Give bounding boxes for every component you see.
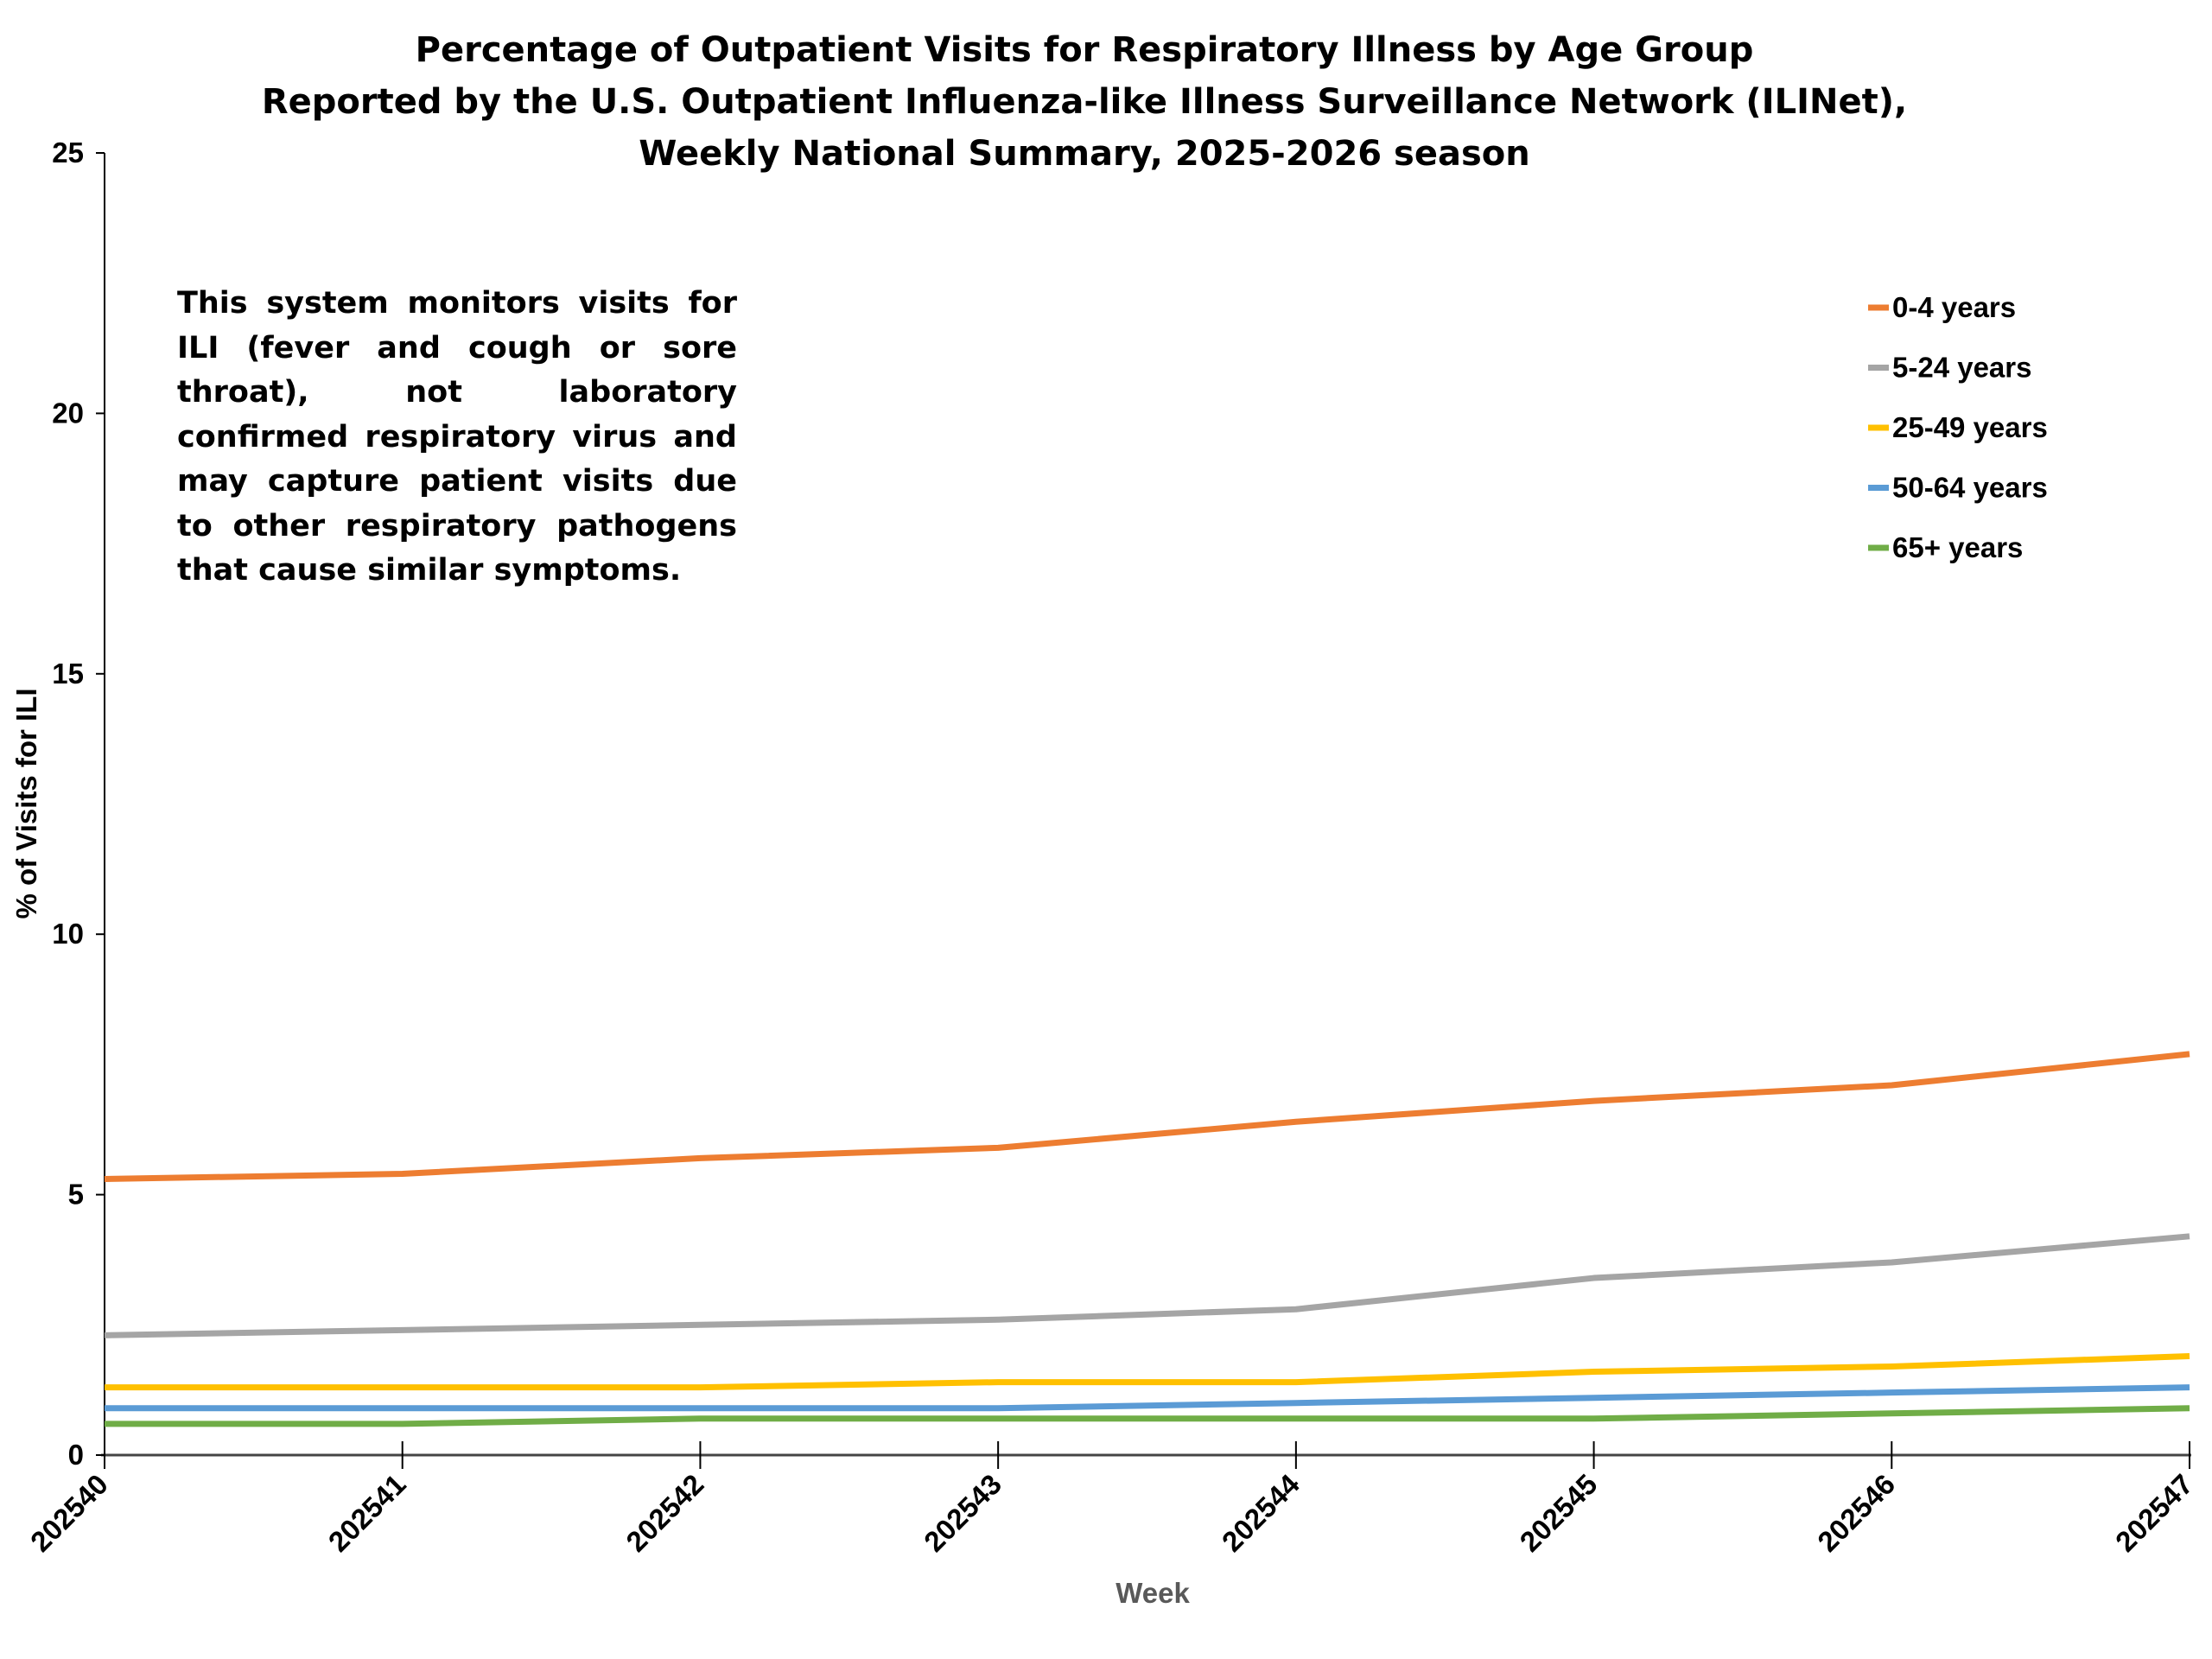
series-line-50-64-years [105,1384,2190,1412]
y-tick-label: 5 [68,1179,84,1211]
series-line-25-49-years [105,1352,2190,1391]
legend-label: 65+ years [1892,531,2023,563]
chart-annotation: This system monitors visits for ILI (fev… [177,286,737,588]
y-tick-label: 10 [52,918,84,950]
x-tick-label: 202540 [24,1468,114,1558]
x-tick-label: 202547 [2109,1468,2199,1558]
series-line-5-24-years [104,1233,2190,1338]
y-tick-label: 15 [52,658,84,690]
y-tick-label: 0 [68,1439,84,1471]
x-tick-label: 202541 [322,1468,412,1558]
legend-label: 0-4 years [1892,291,2016,323]
x-tick-label: 202545 [1513,1468,1603,1558]
series-line-65-years [105,1405,2190,1427]
chart-title: Percentage of Outpatient Visits for Resp… [0,24,2169,180]
x-tick-label: 202543 [918,1468,1007,1558]
y-axis-label: % of Visits for ILI [10,688,42,918]
legend-label: 25-49 years [1892,411,2048,443]
x-tick-label: 202546 [1811,1468,1901,1558]
y-tick-label: 20 [52,397,84,429]
x-tick-label: 202544 [1216,1467,1306,1557]
chart-title-line: Weekly National Summary, 2025-2026 seaso… [639,134,1530,174]
legend-label: 50-64 years [1892,472,2048,504]
chart-title-line: Percentage of Outpatient Visits for Resp… [415,30,1754,70]
x-axis-label: Week [1116,1577,1190,1609]
series-line-0-4-years [104,1051,2190,1183]
y-tick-label: 25 [52,137,84,168]
legend-label: 5-24 years [1892,352,2031,384]
x-tick-label: 202542 [620,1468,709,1558]
chart-title-line: Reported by the U.S. Outpatient Influenz… [261,82,1908,122]
